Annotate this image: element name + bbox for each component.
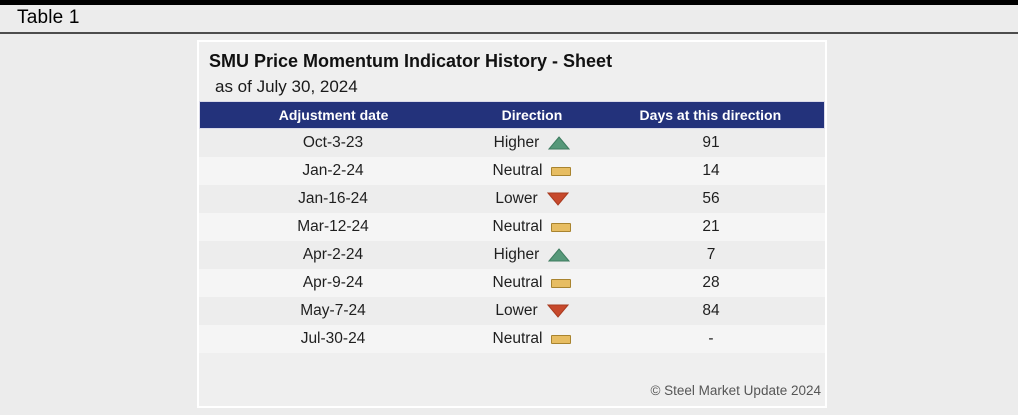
adjustment-date-cell: Jan-16-24 — [298, 190, 368, 207]
column-header-days: Days at this direction — [639, 107, 782, 123]
direction-label: Neutral — [492, 330, 543, 347]
adjustment-date-cell: Jan-2-24 — [302, 162, 364, 179]
panel-title: SMU Price Momentum Indicator History - S… — [209, 51, 613, 71]
caption-divider — [0, 32, 1018, 34]
table-row: May-7-24 Lower 84 — [199, 297, 825, 325]
direction-label: Neutral — [492, 274, 543, 291]
direction-cell: Higher — [467, 134, 597, 152]
neutral-bar-icon — [551, 222, 572, 232]
down-triangle-icon — [546, 192, 569, 206]
adjustment-date-cell: Apr-9-24 — [302, 274, 364, 291]
days-cell: 7 — [706, 246, 716, 263]
table-row: Jul-30-24 Neutral - — [199, 325, 825, 353]
direction-label: Lower — [495, 190, 538, 207]
direction-cell: Lower — [467, 190, 597, 208]
table-caption: Table 1 — [17, 7, 80, 28]
adjustment-date-cell: Apr-2-24 — [302, 246, 364, 263]
table-row: Oct-3-23 Higher 91 — [199, 129, 825, 157]
direction-cell: Neutral — [467, 162, 597, 180]
days-cell: 14 — [702, 162, 720, 179]
column-header-adjustment-date: Adjustment date — [278, 107, 389, 123]
momentum-table-panel: SMU Price Momentum Indicator History - S… — [197, 40, 827, 408]
table-row: Apr-9-24 Neutral 28 — [199, 269, 825, 297]
panel-spacer — [199, 353, 825, 383]
direction-label: Neutral — [492, 162, 543, 179]
table-row: Jan-2-24 Neutral 14 — [199, 157, 825, 185]
up-triangle-icon — [548, 136, 571, 150]
copyright-text: © Steel Market Update 2024 — [650, 383, 821, 398]
caption-strip — [0, 5, 1018, 33]
days-cell: - — [708, 330, 714, 347]
direction-label: Lower — [495, 302, 538, 319]
table-row: Mar-12-24 Neutral 21 — [199, 213, 825, 241]
adjustment-date-cell: Jul-30-24 — [300, 330, 366, 347]
table-row: Jan-16-24 Lower 56 — [199, 185, 825, 213]
table-row: Apr-2-24 Higher 7 — [199, 241, 825, 269]
top-black-rule — [0, 0, 1018, 5]
days-cell: 91 — [702, 134, 720, 151]
direction-label: Neutral — [492, 218, 543, 235]
direction-label: Higher — [493, 246, 540, 263]
days-cell: 84 — [702, 302, 720, 319]
column-header-direction: Direction — [501, 107, 563, 123]
days-cell: 56 — [702, 190, 720, 207]
days-cell: 28 — [702, 274, 720, 291]
down-triangle-icon — [546, 304, 569, 318]
direction-cell: Neutral — [467, 218, 597, 236]
direction-cell: Lower — [467, 302, 597, 320]
adjustment-date-cell: Oct-3-23 — [302, 134, 364, 151]
adjustment-date-cell: Mar-12-24 — [297, 218, 369, 235]
direction-label: Higher — [493, 134, 540, 151]
direction-cell: Neutral — [467, 274, 597, 292]
direction-cell: Higher — [467, 246, 597, 264]
neutral-bar-icon — [551, 334, 572, 344]
up-triangle-icon — [548, 248, 571, 262]
days-cell: 21 — [702, 218, 720, 235]
neutral-bar-icon — [551, 278, 572, 288]
adjustment-date-cell: May-7-24 — [300, 302, 366, 319]
neutral-bar-icon — [551, 166, 572, 176]
table-header-row: Adjustment date Direction Days at this d… — [199, 101, 825, 129]
panel-subtitle: as of July 30, 2024 — [215, 77, 358, 96]
direction-cell: Neutral — [467, 330, 597, 348]
